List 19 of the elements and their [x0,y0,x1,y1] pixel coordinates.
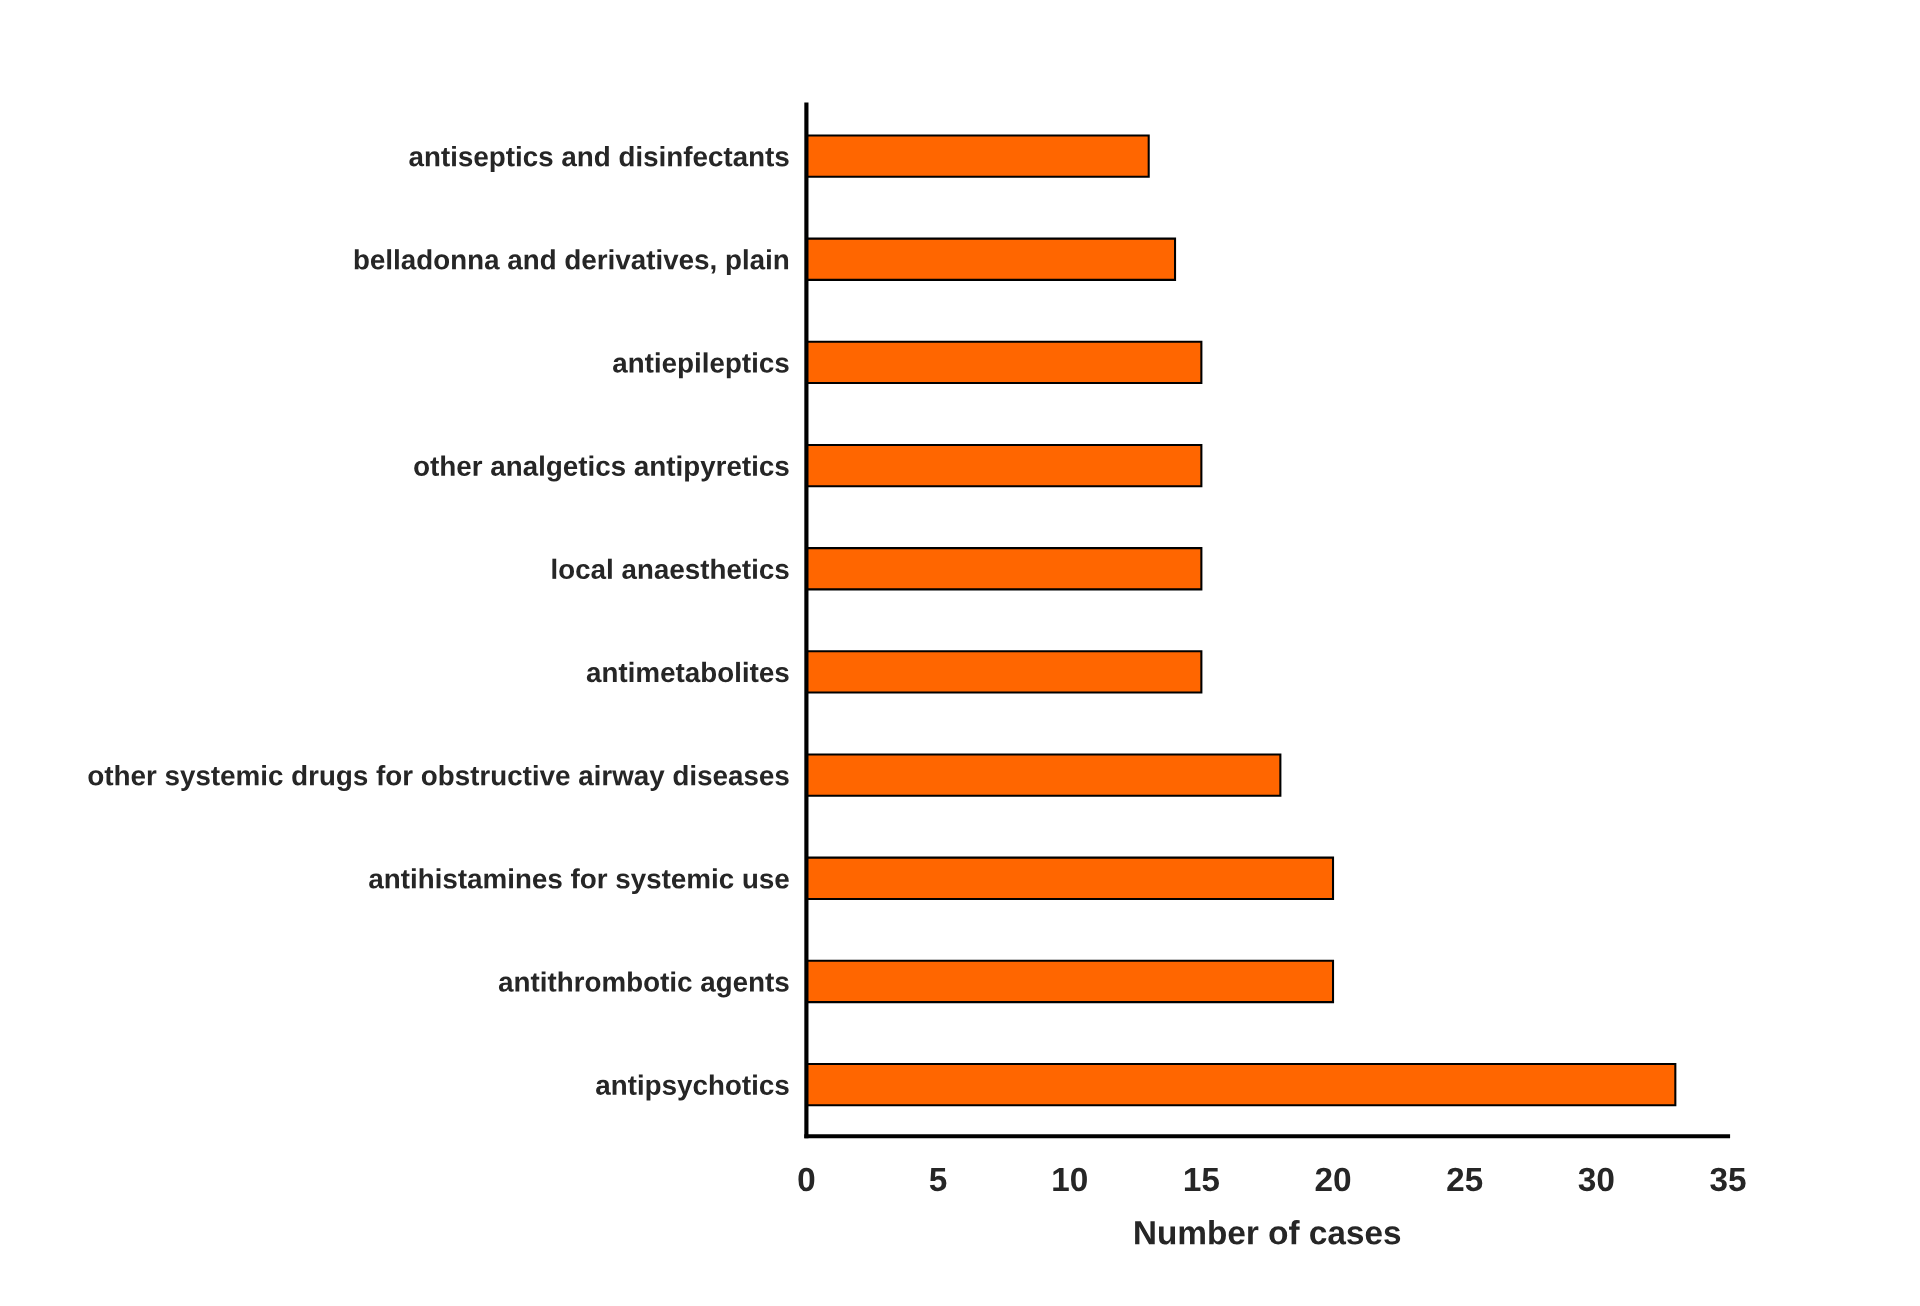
x-tick-label: 30 [1578,1167,1614,1192]
y-tick-label: antimetabolites [586,661,789,683]
x-tick-label: 5 [929,1168,947,1192]
x-tick-label: 15 [1184,1168,1219,1192]
y-tick-label: antithrombotic agents [498,971,789,998]
y-tick-label: belladonna and derivatives, plain [354,249,789,276]
y-tick-label: other analgetics antipyretics [414,455,789,482]
y-tick-label: antihistamines for systemic use [369,868,789,895]
x-axis-title: Number of cases [1135,1220,1401,1245]
y-tick-label: antiepileptics [613,352,789,379]
y-tick-label: antipsychotics [596,1074,789,1101]
x-tick-label: 25 [1447,1167,1483,1192]
x-tick-label: 35 [1710,1167,1746,1192]
x-tick-label: 0 [798,1167,815,1192]
y-tick-label: antiseptics and disinfectants [409,146,789,172]
x-tick-label: 20 [1315,1167,1351,1192]
x-tick-label: 10 [1053,1167,1087,1192]
y-tick-label: other systemic drugs for obstructive airway diseases [88,765,789,792]
y-tick-label: local anaesthetics [552,558,789,580]
